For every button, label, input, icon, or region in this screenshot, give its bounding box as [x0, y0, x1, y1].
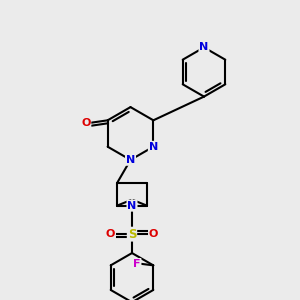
- Text: N: N: [200, 42, 208, 52]
- Text: O: O: [81, 118, 90, 128]
- Text: N: N: [126, 155, 135, 165]
- Text: S: S: [128, 228, 136, 241]
- Text: O: O: [106, 229, 115, 239]
- Text: N: N: [128, 201, 136, 211]
- Text: F: F: [133, 259, 141, 269]
- Text: O: O: [149, 229, 158, 239]
- Text: N: N: [149, 142, 158, 152]
